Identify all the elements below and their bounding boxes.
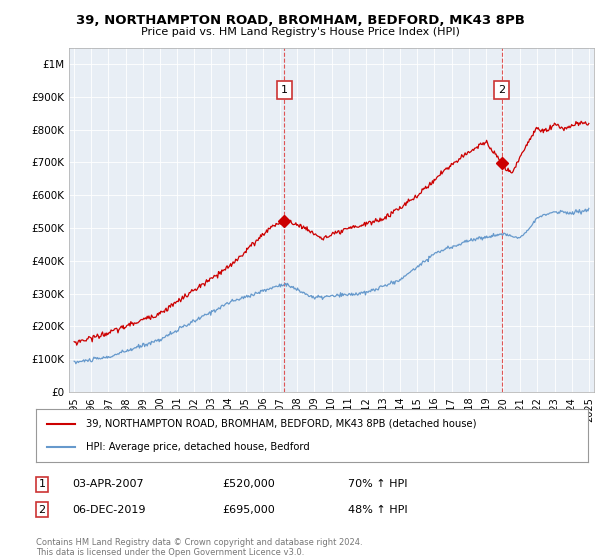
- Text: 39, NORTHAMPTON ROAD, BROMHAM, BEDFORD, MK43 8PB: 39, NORTHAMPTON ROAD, BROMHAM, BEDFORD, …: [76, 14, 524, 27]
- Text: £520,000: £520,000: [222, 479, 275, 489]
- Text: 1: 1: [38, 479, 46, 489]
- Text: HPI: Average price, detached house, Bedford: HPI: Average price, detached house, Bedf…: [86, 442, 310, 452]
- Text: Contains HM Land Registry data © Crown copyright and database right 2024.
This d: Contains HM Land Registry data © Crown c…: [36, 538, 362, 557]
- Text: 06-DEC-2019: 06-DEC-2019: [72, 505, 146, 515]
- Text: 1: 1: [281, 85, 288, 95]
- Text: 48% ↑ HPI: 48% ↑ HPI: [348, 505, 407, 515]
- Text: Price paid vs. HM Land Registry's House Price Index (HPI): Price paid vs. HM Land Registry's House …: [140, 27, 460, 37]
- Text: 2: 2: [38, 505, 46, 515]
- Text: 70% ↑ HPI: 70% ↑ HPI: [348, 479, 407, 489]
- Text: 39, NORTHAMPTON ROAD, BROMHAM, BEDFORD, MK43 8PB (detached house): 39, NORTHAMPTON ROAD, BROMHAM, BEDFORD, …: [86, 419, 476, 429]
- Text: 03-APR-2007: 03-APR-2007: [72, 479, 143, 489]
- Text: £695,000: £695,000: [222, 505, 275, 515]
- Text: 2: 2: [498, 85, 505, 95]
